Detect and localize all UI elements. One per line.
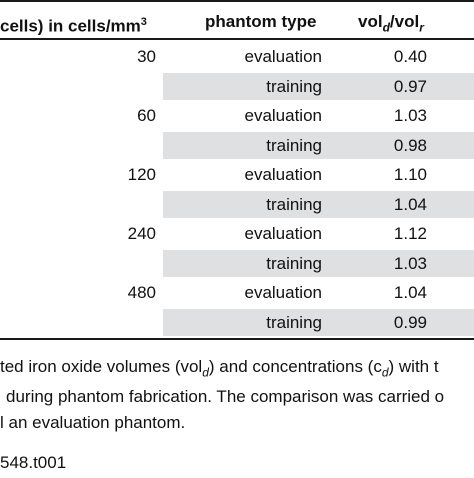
- cell-volume-ratio: 0.98: [393, 135, 427, 155]
- cell-concentration: 480: [127, 283, 156, 302]
- cell-phantom-type: evaluation: [244, 165, 322, 184]
- caption-line-1: ted iron oxide volumes (vold) and concen…: [0, 352, 474, 387]
- header-vol-mid: /vol: [389, 12, 420, 31]
- row-shade: [163, 131, 474, 159]
- cell-phantom-type: training: [266, 135, 322, 155]
- header-concentration-text: cells) in cells/mm: [0, 16, 141, 36]
- header-concentration-sup: 3: [140, 16, 147, 28]
- cell-volume-ratio: 0.99: [393, 312, 427, 332]
- row-shade: [163, 308, 474, 336]
- header-concentration: cells) in cells/mm3: [0, 6, 147, 38]
- cell-volume-ratio: 1.03: [393, 253, 427, 273]
- row-shade: [163, 190, 474, 218]
- header-volume-ratio: vold/volr: [358, 6, 424, 38]
- cell-volume-ratio: 1.12: [393, 224, 427, 243]
- caption-line-3: l an evaluation phantom.: [0, 413, 186, 432]
- header-rule: [0, 38, 474, 40]
- cell-phantom-type: training: [266, 253, 322, 273]
- caption-1a: ted iron oxide volumes (vol: [0, 357, 203, 376]
- cell-phantom-type: training: [266, 76, 322, 96]
- cell-concentration: 60: [137, 106, 156, 125]
- row-shade: [163, 72, 474, 100]
- caption-1c: ) with t: [388, 357, 439, 376]
- caption-1b: ) and concentrations (c: [208, 357, 382, 376]
- caption-line-2: during phantom fabrication. The comparis…: [6, 387, 445, 406]
- top-rule: [0, 0, 474, 2]
- cell-volume-ratio: 1.04: [393, 194, 427, 214]
- cell-phantom-type: evaluation: [244, 106, 322, 125]
- cell-volume-ratio: 1.10: [393, 165, 427, 184]
- header-vol-prefix: vol: [358, 12, 383, 31]
- doi-suffix: 548.t001: [0, 453, 67, 472]
- header-vol-sub1: d: [382, 20, 390, 35]
- cell-volume-ratio: 0.40: [393, 47, 427, 66]
- cell-volume-ratio: 1.03: [393, 106, 427, 125]
- cell-volume-ratio: 0.97: [393, 76, 427, 96]
- caption-1-sub2: d: [381, 365, 389, 380]
- bottom-rule: [0, 338, 474, 340]
- header-phantom-type: phantom type: [205, 12, 317, 31]
- cell-phantom-type: training: [266, 312, 322, 332]
- cell-phantom-type: evaluation: [244, 283, 322, 302]
- header-vol-sub2: r: [419, 20, 424, 35]
- cell-concentration: 240: [127, 224, 156, 243]
- cell-phantom-type: evaluation: [244, 224, 322, 243]
- cell-volume-ratio: 1.04: [393, 283, 427, 302]
- cell-concentration: 30: [137, 47, 156, 66]
- cell-concentration: 120: [127, 165, 156, 184]
- cell-phantom-type: evaluation: [244, 47, 322, 66]
- cell-phantom-type: training: [266, 194, 322, 214]
- row-shade: [163, 249, 474, 277]
- caption-1-sub: d: [202, 365, 209, 380]
